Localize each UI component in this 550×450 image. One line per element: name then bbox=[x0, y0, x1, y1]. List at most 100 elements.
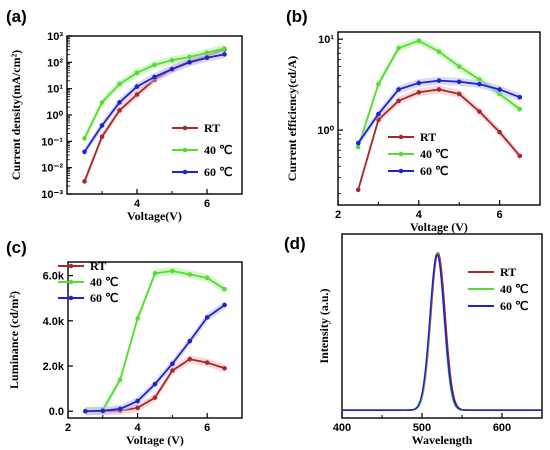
data-point-60C bbox=[416, 80, 422, 86]
x-tick-label: 600 bbox=[493, 422, 511, 434]
data-point-60C bbox=[169, 66, 175, 72]
legend-marker-40C bbox=[398, 151, 404, 157]
legend-marker-60C bbox=[398, 168, 404, 174]
x-tick-label: 400 bbox=[333, 422, 351, 434]
data-point-60C bbox=[152, 381, 158, 387]
data-point-RT bbox=[152, 395, 158, 400]
data-point-RT bbox=[187, 356, 193, 362]
plot-area bbox=[82, 44, 227, 186]
data-point-40C bbox=[376, 81, 381, 87]
x-tick-label: 6 bbox=[497, 209, 503, 221]
x-tick-label: 4 bbox=[135, 422, 142, 434]
series-band-40C bbox=[358, 36, 520, 152]
data-point-40C bbox=[355, 144, 361, 150]
legend: RT 40 ℃ 60 ℃ bbox=[58, 259, 118, 305]
data-point-40C bbox=[135, 316, 140, 321]
data-point-RT bbox=[477, 109, 482, 114]
plot-frame bbox=[337, 31, 541, 206]
data-point-40C bbox=[204, 275, 210, 281]
x-axis-label: Wavelength bbox=[412, 433, 473, 447]
legend: RT 40 ℃ 60 ℃ bbox=[468, 265, 528, 313]
panel-c: (c) 2 4 6 0.0 2.0k 4.0k 6.0k Voltage (V) Luminanc… bbox=[6, 238, 243, 447]
series-band-60C bbox=[85, 300, 225, 416]
data-point-RT bbox=[222, 365, 227, 371]
data-point-60C bbox=[135, 398, 140, 404]
panel-label: (c) bbox=[6, 238, 27, 257]
y-tick-label: 4.0k bbox=[43, 316, 65, 328]
data-point-60C bbox=[396, 87, 401, 92]
data-point-RT bbox=[456, 91, 462, 97]
x-tick-label: 2 bbox=[335, 209, 341, 221]
x-tick-label: 2 bbox=[65, 422, 71, 434]
data-point-40C bbox=[134, 70, 140, 76]
y-tick-label: 0.0 bbox=[49, 406, 64, 418]
panel-d: (d) 400 500 600 Wavelength Intensity (a.u.) RT… bbox=[284, 233, 543, 447]
data-point-RT bbox=[497, 129, 502, 135]
data-point-60C bbox=[204, 315, 210, 320]
plot-frame bbox=[341, 233, 543, 419]
x-tick-label: 500 bbox=[413, 422, 431, 434]
data-point-40C bbox=[99, 100, 105, 105]
y-tick-label: 10⁻³ bbox=[41, 189, 63, 201]
panel-label: (b) bbox=[286, 7, 308, 26]
data-point-40C bbox=[222, 286, 227, 292]
panel-label: (a) bbox=[6, 7, 27, 26]
x-tick-label: 6 bbox=[204, 198, 210, 210]
x-axis-label: Voltage (V) bbox=[126, 433, 184, 447]
data-point-40C bbox=[187, 272, 193, 277]
data-point-60C bbox=[170, 361, 175, 367]
x-axis-label: Voltage (V) bbox=[410, 220, 468, 234]
legend-label-RT: RT bbox=[90, 259, 106, 273]
x-axis-label: Voltage(V) bbox=[127, 209, 182, 223]
legend: RT 40 ℃ 60 ℃ bbox=[172, 121, 232, 179]
y-axis-label: Current density(mA/cm²) bbox=[9, 50, 23, 180]
data-point-60C bbox=[82, 149, 87, 155]
data-point-60C bbox=[134, 84, 140, 89]
data-point-60C bbox=[376, 111, 381, 117]
data-point-RT bbox=[416, 90, 422, 95]
panel-b: (b) 2 4 6 10⁰ 10¹ Voltage (V) Current efficienc… bbox=[285, 7, 541, 234]
y-tick-label: 10³ bbox=[47, 31, 63, 43]
y-tick-label: 10⁻¹ bbox=[41, 136, 63, 148]
data-point-60C bbox=[187, 338, 193, 344]
data-point-RT bbox=[134, 92, 140, 97]
legend-label-60C: 60 ℃ bbox=[420, 164, 448, 178]
legend-label-60C: 60 ℃ bbox=[90, 291, 118, 305]
data-point-60C bbox=[497, 87, 502, 92]
legend-label-40C: 40 ℃ bbox=[500, 282, 528, 296]
data-point-40C bbox=[170, 268, 175, 274]
data-point-60C bbox=[517, 94, 523, 100]
data-point-40C bbox=[222, 46, 227, 51]
legend-marker-RT bbox=[68, 263, 74, 269]
x-tick-label: 4 bbox=[416, 209, 423, 221]
data-point-40C bbox=[117, 377, 123, 382]
y-axis-label: Current efficiency(cd/A) bbox=[285, 56, 299, 181]
data-point-40C bbox=[416, 38, 422, 44]
spectrum-line-60C bbox=[342, 253, 542, 411]
data-point-40C bbox=[152, 62, 157, 68]
legend-marker-60C bbox=[68, 295, 74, 301]
data-point-RT bbox=[436, 87, 442, 92]
data-point-RT bbox=[355, 187, 361, 193]
data-point-40C bbox=[456, 64, 462, 69]
legend-label-RT: RT bbox=[204, 121, 220, 135]
data-point-60C bbox=[456, 79, 462, 85]
y-axis-label: Intensity (a.u.) bbox=[317, 288, 331, 363]
data-point-60C bbox=[204, 55, 210, 60]
data-point-60C bbox=[152, 74, 157, 80]
data-point-40C bbox=[82, 136, 87, 141]
y-axis-label: Luminance (cd/m²) bbox=[7, 291, 21, 389]
y-tick-label: 10² bbox=[47, 57, 63, 69]
data-point-60C bbox=[117, 100, 122, 105]
data-point-60C bbox=[222, 52, 227, 57]
legend-label-RT: RT bbox=[420, 130, 436, 144]
data-point-60C bbox=[187, 60, 192, 65]
data-point-60C bbox=[436, 78, 442, 83]
data-point-40C bbox=[152, 271, 158, 276]
plot-area bbox=[355, 36, 523, 194]
x-tick-label: 6 bbox=[204, 422, 210, 434]
y-tick-label: 10⁰ bbox=[46, 110, 63, 122]
data-point-60C bbox=[355, 140, 361, 146]
y-tick-label: 10¹ bbox=[318, 34, 334, 46]
